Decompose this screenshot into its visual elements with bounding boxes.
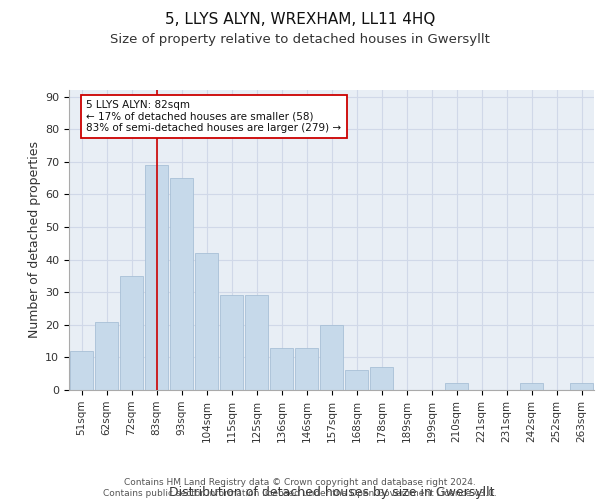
Bar (269, 348, 293, 390)
Bar (145, 165, 169, 390)
Text: 5 LLYS ALYN: 82sqm
← 17% of detached houses are smaller (58)
83% of semi-detache: 5 LLYS ALYN: 82sqm ← 17% of detached hou… (86, 100, 341, 133)
Bar (295, 348, 319, 390)
Bar (320, 325, 343, 390)
Bar (194, 253, 218, 390)
Text: 5, LLYS ALYN, WREXHAM, LL11 4HQ: 5, LLYS ALYN, WREXHAM, LL11 4HQ (165, 12, 435, 28)
Bar (520, 384, 544, 390)
Bar (170, 178, 193, 390)
Bar (220, 296, 244, 390)
Bar (370, 367, 394, 390)
Text: Size of property relative to detached houses in Gwersyllt: Size of property relative to detached ho… (110, 32, 490, 46)
Bar (569, 384, 593, 390)
Y-axis label: Number of detached properties: Number of detached properties (28, 142, 41, 338)
Bar (70, 351, 94, 390)
Text: Contains HM Land Registry data © Crown copyright and database right 2024.
Contai: Contains HM Land Registry data © Crown c… (103, 478, 497, 498)
Bar (445, 384, 469, 390)
X-axis label: Distribution of detached houses by size in Gwersyllt: Distribution of detached houses by size … (169, 486, 494, 500)
Bar (119, 276, 143, 390)
Bar (95, 322, 118, 390)
Bar (344, 370, 368, 390)
Bar (245, 296, 268, 390)
